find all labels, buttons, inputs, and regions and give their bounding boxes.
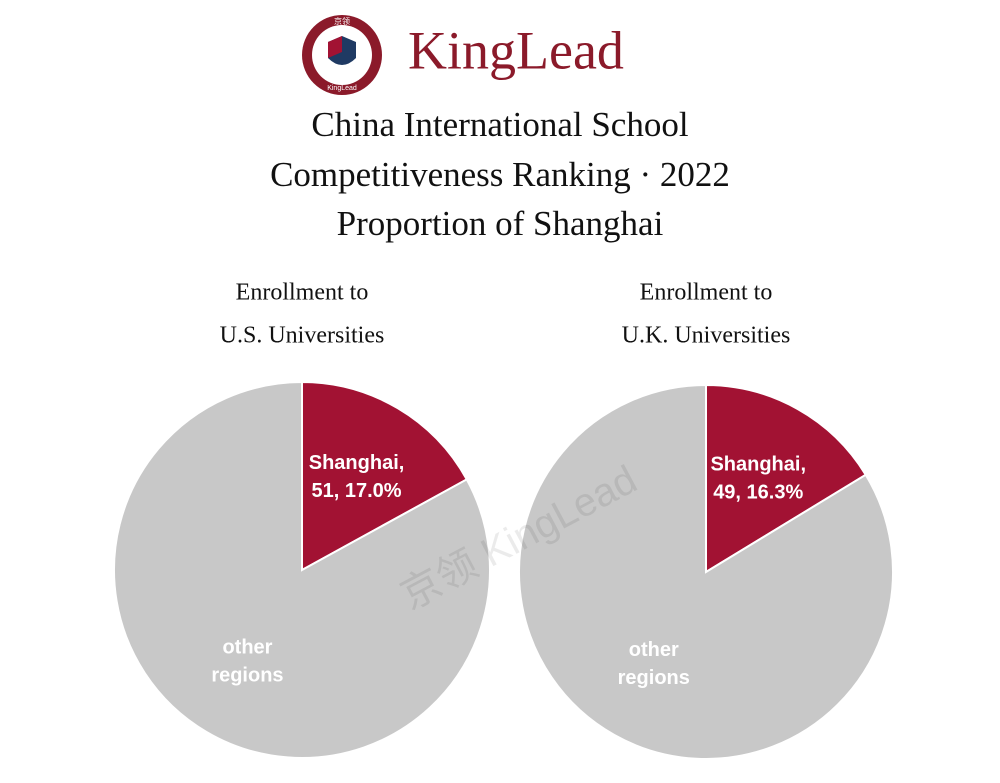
title-line: China International School (311, 105, 688, 144)
logo: 京领 KingLead (302, 15, 382, 95)
title-line: Competitiveness Ranking · 2022 (270, 155, 730, 194)
charts: Enrollment to U.S. Universities Shanghai, 5… (113, 280, 894, 760)
pie-title: U.K. Universities (622, 323, 791, 349)
slice-label: other (629, 639, 679, 661)
slice-label: Shanghai, (309, 452, 405, 474)
title-line: Proportion of Shanghai (337, 204, 664, 243)
brand: KingLead (408, 20, 624, 80)
slice-label: regions (618, 667, 690, 689)
slice-label: 51, 17.0% (312, 480, 402, 502)
slice-label: other (222, 637, 272, 659)
pie-slice (113, 380, 491, 759)
logo-bottom: KingLead (327, 85, 357, 92)
pie-title: U.S. Universities (220, 323, 385, 349)
pie-slice (518, 383, 894, 760)
slice-label: 49, 16.3% (713, 481, 803, 503)
pie-slice (301, 380, 469, 572)
slice-label: Shanghai, (710, 453, 806, 475)
logo-shield-part (328, 36, 342, 58)
slice-label: regions (211, 665, 283, 687)
pie-slice (705, 383, 868, 574)
pie-title: Enrollment to (236, 280, 369, 306)
logo-top: 京领 (334, 16, 350, 26)
pie-title: Enrollment to (640, 280, 773, 306)
